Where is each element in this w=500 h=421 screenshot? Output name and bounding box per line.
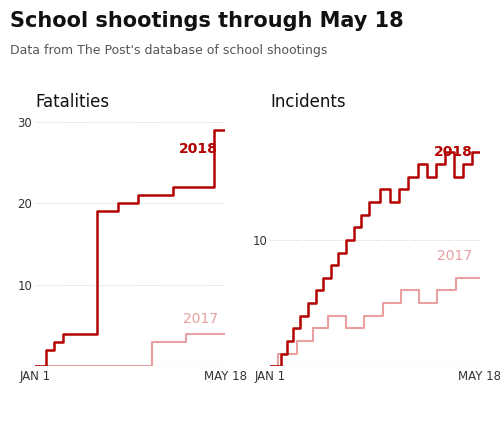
Text: 2017: 2017 bbox=[183, 312, 218, 325]
Text: 2018: 2018 bbox=[434, 145, 472, 159]
Text: Fatalities: Fatalities bbox=[35, 93, 109, 111]
Text: Incidents: Incidents bbox=[270, 93, 345, 111]
Text: 2018: 2018 bbox=[179, 142, 218, 156]
Text: School shootings through May 18: School shootings through May 18 bbox=[10, 11, 404, 31]
Text: Data from The Post's database of school shootings: Data from The Post's database of school … bbox=[10, 44, 328, 57]
Text: 2017: 2017 bbox=[438, 249, 472, 263]
